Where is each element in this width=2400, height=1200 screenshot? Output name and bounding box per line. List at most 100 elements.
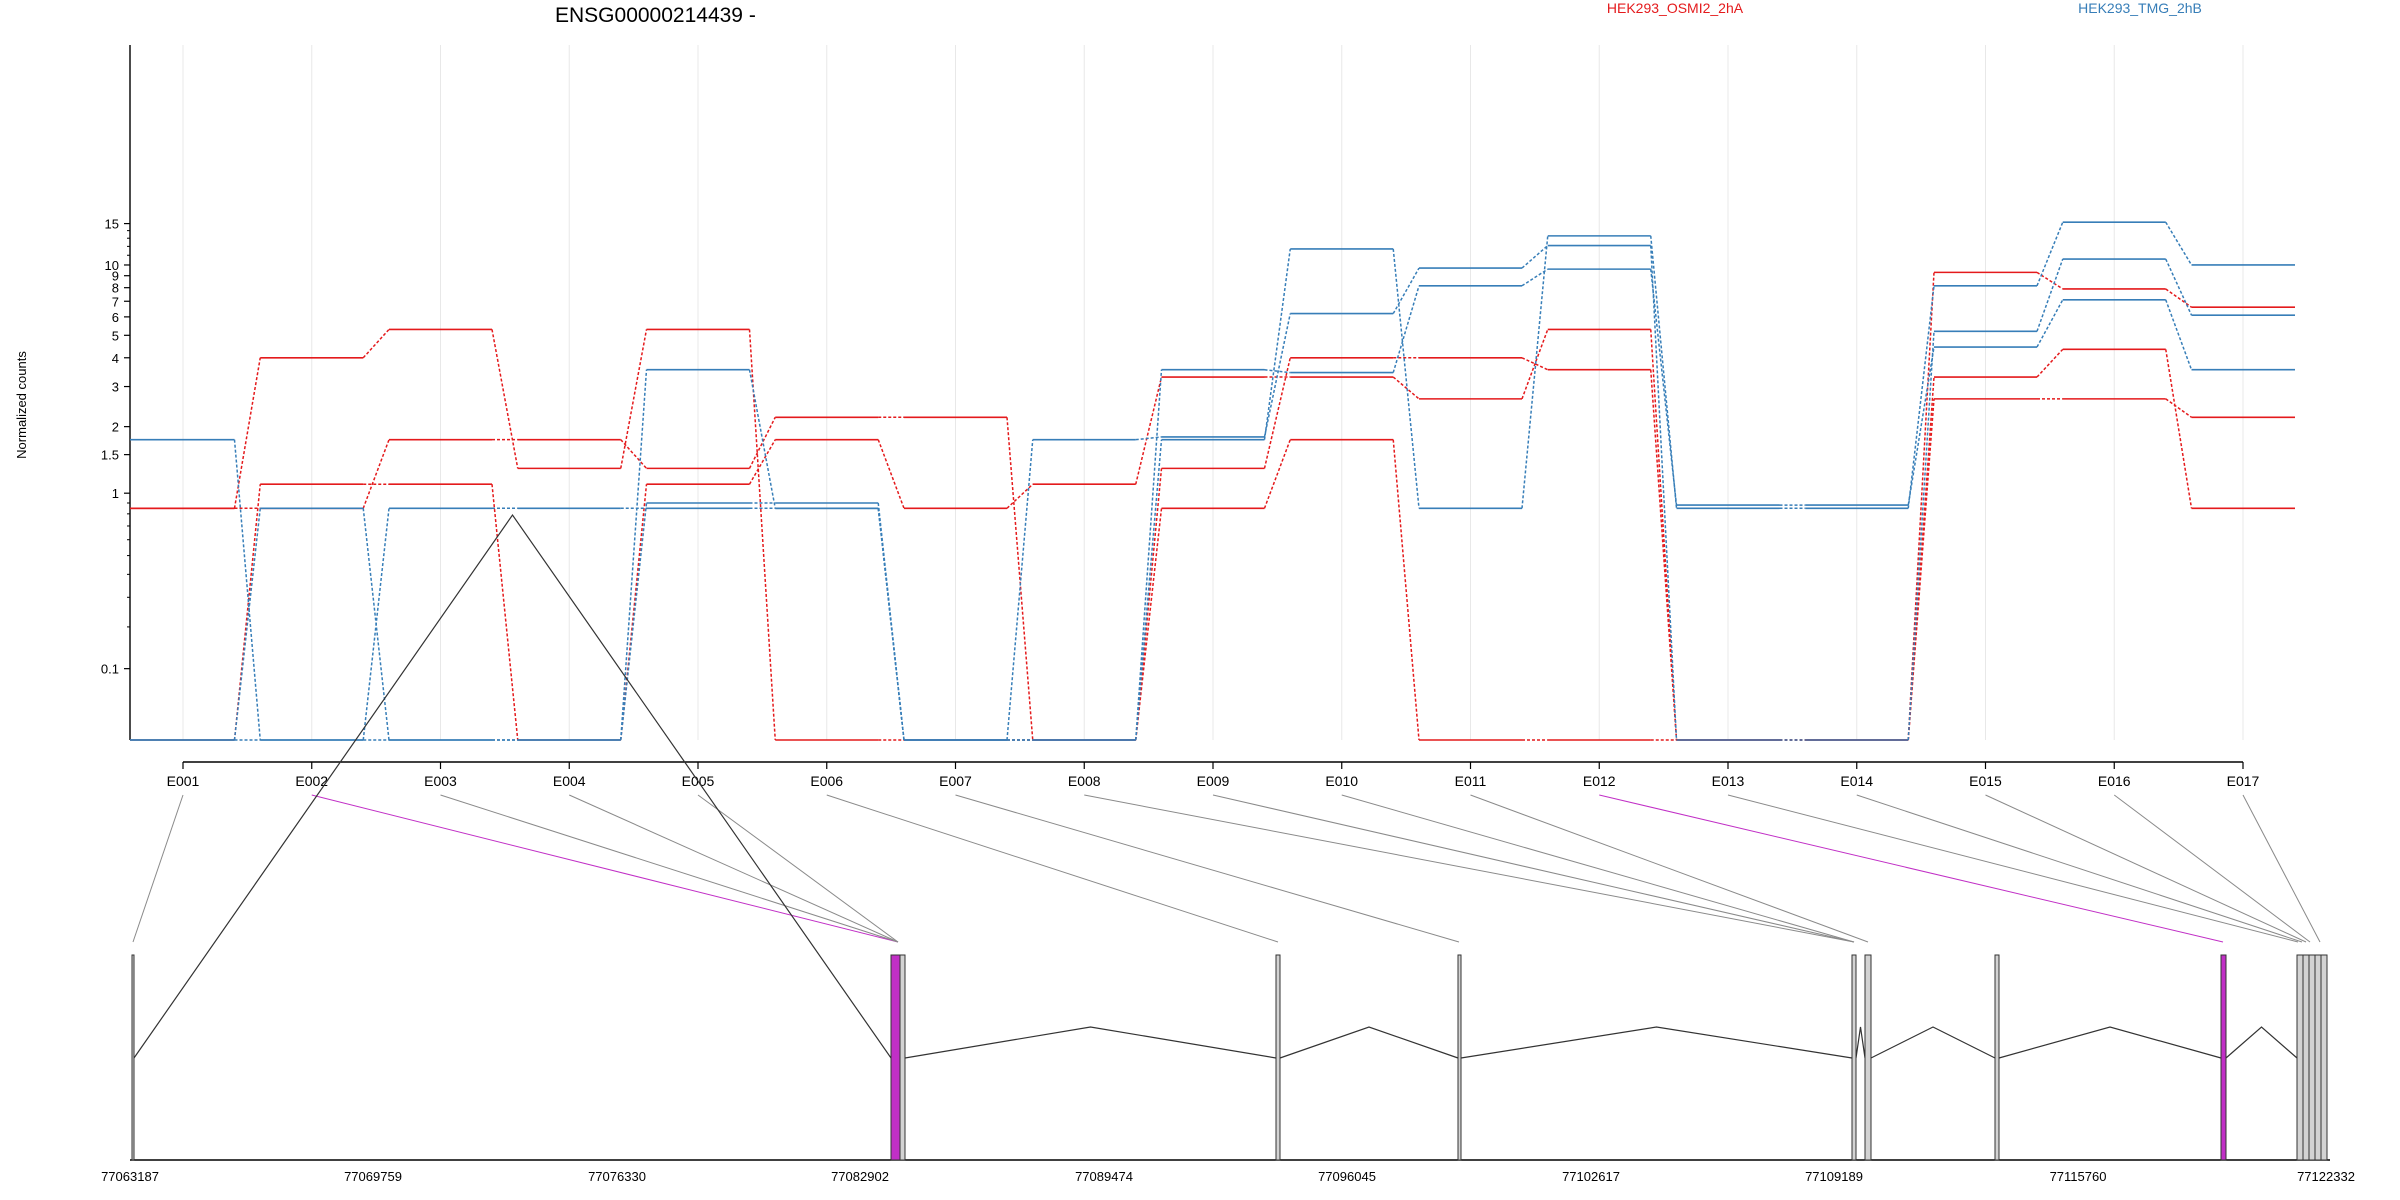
series-4-connector xyxy=(1135,439,1163,741)
series-1-connector xyxy=(491,329,519,469)
series-4-connector xyxy=(1392,248,1420,509)
x-tick-label-e011: E011 xyxy=(1455,773,1487,789)
y-tick-label: 0.1 xyxy=(101,662,119,677)
x-tick-label-e017: E017 xyxy=(2227,773,2260,789)
legend-entry-2: HEK293_TMG_2hB xyxy=(2078,0,2202,16)
series-6-connector xyxy=(877,502,905,741)
series-2-connector xyxy=(748,439,776,485)
series-1-connector xyxy=(1263,439,1291,509)
series-5-connector xyxy=(1392,267,1420,314)
mapping-line-e006 xyxy=(826,794,1279,943)
x-tick-label-e008: E008 xyxy=(1068,773,1101,789)
series-5-connector xyxy=(1006,439,1034,741)
series-6-connector xyxy=(2036,299,2064,348)
series-2-connector xyxy=(1521,329,1549,400)
y-tick-label: 5 xyxy=(112,328,119,343)
coordinate-tick-label: 77069759 xyxy=(344,1169,402,1184)
series-1-connector xyxy=(2165,288,2192,308)
series-2-connector xyxy=(1135,376,1163,485)
coordinate-tick-label: 77115760 xyxy=(2050,1169,2107,1184)
intron-line xyxy=(904,1026,1277,1059)
series-5-connector xyxy=(1650,245,1678,741)
series-6-connector xyxy=(620,502,648,741)
x-tick-label-e010: E010 xyxy=(1325,773,1358,789)
mapping-line-e003 xyxy=(440,794,899,943)
series-2-connector xyxy=(1006,483,1034,509)
exon-box xyxy=(899,954,906,1161)
mapping-line-e014 xyxy=(1856,794,2303,943)
series-3-connector xyxy=(1263,357,1291,469)
coordinate-tick-label: 77082902 xyxy=(831,1169,889,1184)
series-2-connector xyxy=(2036,348,2064,378)
series-4-connector xyxy=(1521,235,1549,509)
series-2-connector xyxy=(2165,349,2193,509)
mapping-line-e002 xyxy=(311,794,899,943)
series-6-connector xyxy=(233,508,261,741)
series-3-connector xyxy=(362,439,390,509)
exon-box xyxy=(1994,954,2000,1161)
series-5-connector xyxy=(1263,313,1291,438)
series-2-connector xyxy=(877,439,905,509)
series-3-connector xyxy=(1006,417,1034,741)
coordinate-tick-label: 77109189 xyxy=(1805,1169,1863,1184)
mapping-line-e008 xyxy=(1084,794,1855,943)
y-tick-label: 15 xyxy=(105,217,119,232)
intron-line xyxy=(133,513,892,1059)
series-1-connector xyxy=(1392,439,1420,741)
mapping-line-e001 xyxy=(132,794,184,943)
y-tick-label: 1 xyxy=(112,486,119,501)
gene-model: 77063187 77069759 77076330 77082902 77089474… xyxy=(101,513,2355,1184)
mapping-line-e005 xyxy=(697,794,899,943)
y-tick-label: 9 xyxy=(112,269,119,284)
legend-entry-1: HEK293_OSMI2_2hA xyxy=(1607,0,1744,16)
series-6-connector xyxy=(1392,285,1420,373)
intron-line xyxy=(1870,1026,1996,1059)
x-tick-label-e002: E002 xyxy=(295,773,328,789)
x-tick-label-e007: E007 xyxy=(939,773,972,789)
series-4-connector xyxy=(1907,285,1935,509)
y-tick-label: 7 xyxy=(112,294,119,309)
mapping-line-e017 xyxy=(2242,794,2321,943)
exon-mapping-lines xyxy=(132,794,2321,943)
series-2-connector xyxy=(1907,376,1935,741)
mapping-line-e012 xyxy=(1599,794,2224,943)
coordinate-tick-label: 77089474 xyxy=(1075,1169,1133,1184)
x-tick-label-e009: E009 xyxy=(1197,773,1230,789)
series-1-connector xyxy=(233,357,261,509)
series-3-connector xyxy=(1650,369,1678,741)
x-tick-label-e004: E004 xyxy=(553,773,586,789)
y-tick-label: 2 xyxy=(112,420,119,435)
intron-line xyxy=(1279,1026,1459,1059)
series-6-connector xyxy=(1135,369,1163,741)
legend: HEK293_OSMI2_2hA HEK293_TMG_2hB xyxy=(1607,0,2202,16)
series-6-connector xyxy=(362,508,390,741)
x-tick-label-e012: E012 xyxy=(1583,773,1616,789)
series-4-connector xyxy=(1263,248,1291,440)
exon-box xyxy=(1864,954,1872,1161)
coordinate-tick-label: 77063187 xyxy=(101,1169,159,1184)
series-6-connector xyxy=(1650,269,1678,506)
series-3-connector xyxy=(748,416,776,469)
series-4-connector xyxy=(2036,221,2064,287)
series-2-connector xyxy=(491,484,519,741)
series-5-connector xyxy=(2165,258,2193,316)
mapping-line-e007 xyxy=(955,794,1460,943)
series-3-connector xyxy=(2165,398,2192,418)
series-5-connector xyxy=(2036,258,2064,332)
coordinate-tick-label: 77102617 xyxy=(1562,1169,1620,1184)
mapping-line-e015 xyxy=(1985,794,2307,943)
intron-line xyxy=(2225,1026,2298,1059)
intron-line xyxy=(1998,1026,2222,1059)
series-1-connector xyxy=(1907,272,1935,741)
mapping-line-e013 xyxy=(1727,794,2299,943)
mapping-line-e016 xyxy=(2113,794,2311,943)
series-6 xyxy=(130,268,2295,741)
exon-box xyxy=(1275,954,1281,1161)
y-tick-label: 4 xyxy=(112,351,119,366)
coordinate-tick-label: 77076330 xyxy=(588,1169,646,1184)
y-tick-label: 8 xyxy=(112,281,119,296)
exon-box xyxy=(131,954,135,1161)
exon-box xyxy=(1851,954,1857,1161)
exon-box xyxy=(1457,954,1462,1161)
